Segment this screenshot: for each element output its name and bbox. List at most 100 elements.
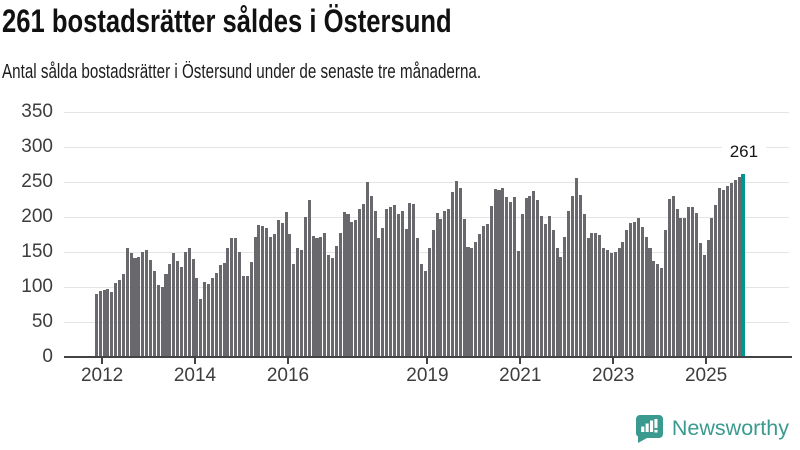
bar xyxy=(179,267,183,358)
bar xyxy=(644,236,648,358)
bar xyxy=(481,226,486,358)
x-axis-tick-label: 2019 xyxy=(406,365,449,386)
bar xyxy=(346,214,350,358)
bar xyxy=(412,203,416,358)
bar xyxy=(269,236,273,358)
bar xyxy=(427,248,431,358)
bar xyxy=(330,258,335,358)
bar xyxy=(423,271,427,358)
bar xyxy=(602,248,606,358)
x-axis-tick xyxy=(426,357,429,364)
bar xyxy=(698,242,702,358)
bar xyxy=(563,236,567,358)
bar xyxy=(299,250,304,358)
bar xyxy=(377,237,381,358)
bar xyxy=(183,251,187,358)
bar xyxy=(497,189,501,358)
bar xyxy=(315,237,319,358)
bar xyxy=(238,251,242,358)
bar xyxy=(509,201,513,358)
bar xyxy=(265,228,269,358)
bar xyxy=(702,255,706,358)
bar xyxy=(636,217,640,358)
bar xyxy=(648,248,652,358)
bar xyxy=(691,207,695,358)
bar xyxy=(172,253,176,358)
bar xyxy=(369,196,373,358)
bar xyxy=(245,275,249,358)
bar xyxy=(121,274,125,358)
bar xyxy=(400,211,404,358)
bar xyxy=(261,226,265,358)
bar xyxy=(249,261,253,358)
x-axis-tick xyxy=(519,357,522,364)
bar xyxy=(392,205,396,358)
bar xyxy=(210,277,214,358)
bar xyxy=(303,217,307,358)
bar xyxy=(605,249,609,358)
bar xyxy=(148,260,153,358)
bar xyxy=(106,288,110,358)
bar xyxy=(439,219,443,358)
bar xyxy=(253,236,257,358)
bar xyxy=(381,228,385,358)
y-axis-tick-label: 300 xyxy=(21,136,53,158)
y-axis-tick-label: 250 xyxy=(21,171,53,193)
bar xyxy=(145,250,149,358)
bar xyxy=(385,208,389,358)
bar xyxy=(118,279,122,358)
x-axis-tick xyxy=(287,357,289,364)
bar xyxy=(338,233,342,358)
bar xyxy=(683,217,687,358)
bar xyxy=(296,248,300,358)
bar xyxy=(365,182,369,358)
bar xyxy=(706,240,710,358)
bar xyxy=(470,248,474,358)
bar xyxy=(420,264,424,358)
bar xyxy=(176,260,180,358)
bar xyxy=(694,212,698,358)
bar xyxy=(687,207,691,358)
bar xyxy=(656,263,660,358)
x-axis-tick-label: 2025 xyxy=(684,365,728,386)
bar xyxy=(396,214,400,358)
bar xyxy=(613,251,617,358)
chart-subtitle: Antal sålda bostadsrätter i Östersund un… xyxy=(2,61,482,83)
bar xyxy=(307,199,311,358)
bar xyxy=(284,212,288,358)
bar xyxy=(582,214,586,358)
y-axis-tick-label: 150 xyxy=(21,240,53,262)
bar xyxy=(671,196,675,358)
bar xyxy=(241,275,245,358)
bar xyxy=(555,247,559,358)
bar xyxy=(547,216,551,358)
bar xyxy=(489,205,493,358)
bar xyxy=(160,286,164,358)
bar xyxy=(280,222,284,358)
bar xyxy=(214,272,218,358)
bar xyxy=(733,180,737,358)
bar xyxy=(729,182,733,358)
x-axis-tick-label: 2012 xyxy=(80,365,124,386)
bar xyxy=(458,187,462,358)
bar xyxy=(675,209,679,358)
bar xyxy=(454,181,458,358)
gridline xyxy=(64,217,789,218)
x-axis-tick-label: 2021 xyxy=(499,365,542,386)
bar xyxy=(354,220,358,358)
bar xyxy=(714,205,718,358)
bar xyxy=(334,245,338,358)
bar xyxy=(478,233,482,358)
bar xyxy=(234,237,238,358)
bar xyxy=(164,274,168,358)
y-axis-tick-label: 0 xyxy=(42,345,53,367)
bar xyxy=(373,210,377,358)
bar xyxy=(222,263,226,358)
bar xyxy=(663,230,667,358)
bar xyxy=(435,212,439,358)
bar xyxy=(629,222,633,358)
x-axis-tick-label: 2023 xyxy=(592,365,635,386)
bar xyxy=(574,177,578,358)
bar xyxy=(485,223,489,358)
